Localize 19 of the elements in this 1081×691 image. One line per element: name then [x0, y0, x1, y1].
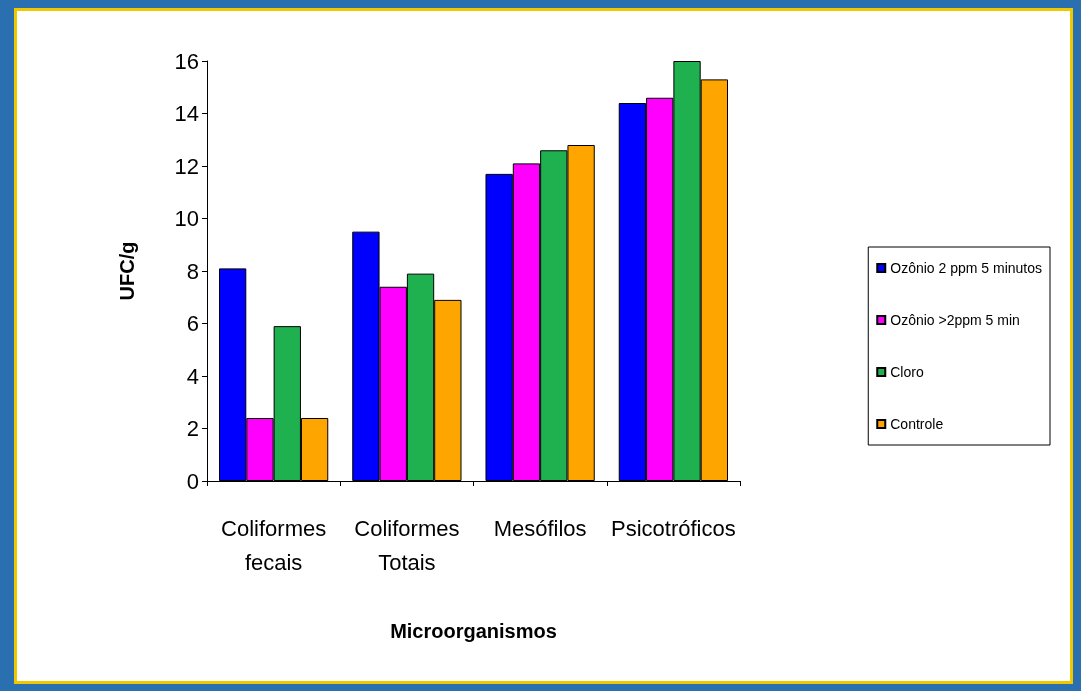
legend-label: Controle [890, 416, 944, 432]
y-tick-label: 4 [186, 363, 199, 389]
y-tick-label: 2 [186, 416, 199, 441]
y-tick-label: 12 [174, 153, 199, 179]
y-tick-label: 14 [174, 101, 199, 126]
legend-label: Cloro [890, 364, 924, 380]
y-tick-label: 10 [174, 206, 199, 231]
y-tick-label: 16 [174, 48, 199, 74]
x-tick-label: Psicotróficos [611, 515, 736, 541]
x-axis-title: Microorganismos [390, 620, 557, 642]
y-tick-label: 0 [186, 468, 199, 494]
legend-label: Ozônio 2 ppm 5 minutos [890, 260, 1043, 276]
x-tick-label: Coliformes Totais [354, 515, 460, 575]
y-tick-label: 6 [186, 311, 199, 336]
x-tick-label: Mesófilos [493, 515, 587, 541]
legend-label: Ozônio >2ppm 5 min [890, 312, 1020, 328]
y-tick-label: 8 [186, 258, 199, 284]
y-axis-title: UFC/g [116, 241, 138, 301]
x-tick-label: Coliformes fecais [221, 515, 327, 575]
